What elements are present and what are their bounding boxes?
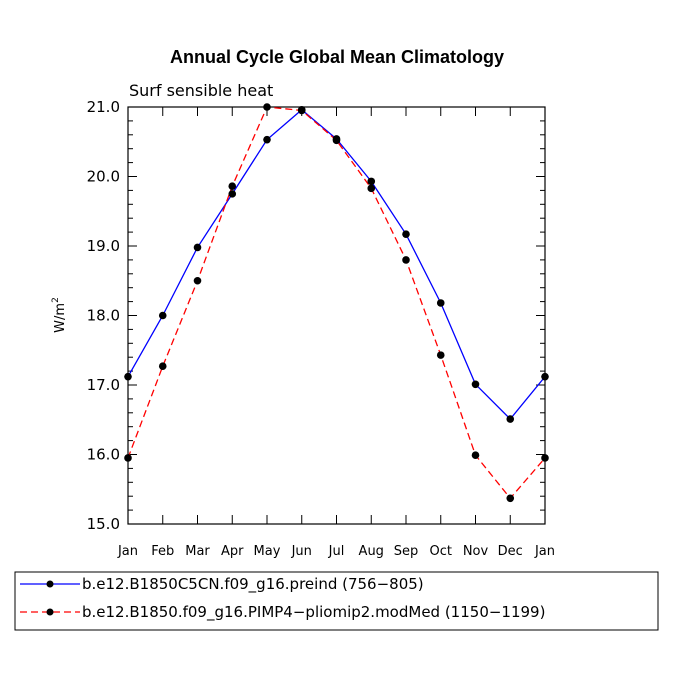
series-1-point [297,106,306,115]
plot-frame [127,106,546,525]
x-tick-label: Apr [221,544,244,559]
legend-marker-0 [46,580,54,588]
x-tick-label: Sep [394,544,419,559]
y-tick-label: 21.0 [87,98,120,116]
series-0-point [541,372,549,381]
y-tick-label: 15.0 [87,515,120,533]
x-tick-label: Jan [117,544,138,559]
legend-label-1: b.e12.B1850.f09_g16.PIMP4−pliomip2.modMe… [82,603,545,622]
series-1-point [332,136,341,145]
chart-title: Annual Cycle Global Mean Climatology [170,47,504,67]
series-1-point [436,351,445,359]
x-tick-label: Jun [291,544,312,559]
series-1-point [124,454,132,462]
y-tick-label: 19.0 [87,237,120,255]
y-axis-label: W/m2 [51,297,68,333]
series-1-point [228,182,237,191]
x-tick-label: Aug [359,544,384,559]
series-1-point [541,454,549,462]
series-0-point [228,190,237,198]
series-0-point [158,311,167,320]
y-tick-label: 17.0 [87,376,120,394]
series-markers [124,103,549,503]
series-1-point [263,103,271,111]
y-tick-label: 18.0 [87,307,120,325]
y-axis-label-base: W/m [53,303,68,333]
series-lines [127,106,546,500]
x-tick-label: Jul [328,544,345,559]
series-0-point [367,177,376,186]
y-axis-label-sup: 2 [51,297,61,303]
series-1-point [193,276,202,285]
y-tick-labels: 15.0 16.0 17.0 18.0 19.0 20.0 21.0 [87,98,120,533]
x-tick-label: Dec [498,544,523,559]
x-tick-label: May [254,544,281,559]
series-1-point [402,256,410,264]
chart-subtitle: Surf sensible heat [129,81,273,100]
series-1-point [506,494,515,503]
series-line-1 [127,106,546,500]
series-0-point [124,372,132,381]
series-0-point [193,243,202,252]
x-tick-label: Feb [151,544,174,559]
x-tick-label: Mar [185,544,210,559]
series-0-point [471,380,480,389]
series-0-point [263,135,271,144]
legend: b.e12.B1850C5CN.f09_g16.preind (756−805)… [14,571,659,631]
x-tick-label: Oct [430,544,452,559]
series-1-point [158,362,167,371]
legend-label-0: b.e12.B1850C5CN.f09_g16.preind (756−805) [82,575,424,594]
axis-ticks [127,106,546,525]
series-0-point [506,415,515,423]
x-tick-labels: Jan Feb Mar Apr May Jun Jul Aug Sep Oct Nov Dec Jan [117,544,555,559]
series-0-point [436,299,445,307]
y-tick-label: 20.0 [87,168,120,186]
series-0-point [402,230,410,238]
series-1-point [471,451,480,459]
legend-box [14,571,659,631]
series-line-0 [127,108,546,421]
x-tick-label: Nov [463,544,489,559]
series-1-point [367,184,376,193]
y-tick-label: 16.0 [87,446,120,464]
legend-marker-1 [46,608,54,616]
x-tick-label: Jan [534,544,555,559]
